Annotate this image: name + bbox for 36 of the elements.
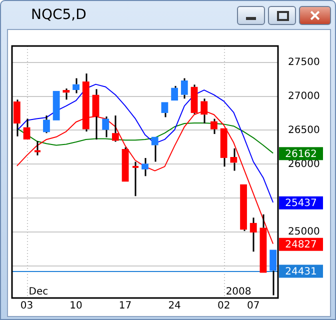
candlestick: [161, 102, 168, 118]
candlestick: [240, 184, 247, 232]
y-tick-label: 26500: [288, 124, 320, 136]
ref-line-label: 2008: [226, 286, 252, 298]
chart-title: NQC5,D: [31, 7, 86, 23]
candlestick: [151, 136, 158, 162]
data-label: 25437: [285, 198, 317, 210]
x-tick-label: 24: [168, 300, 181, 312]
x-tick-label: 03: [20, 300, 34, 312]
candlestick: [171, 85, 178, 101]
y-tick-label: 27500: [288, 56, 320, 68]
candlestick: [43, 114, 50, 134]
data-label: 26162: [285, 148, 317, 160]
candlestick: [230, 148, 238, 172]
candlestick: [132, 160, 140, 197]
candlestick: [112, 114, 119, 142]
candlestick: [72, 78, 80, 94]
x-tick-label: 10: [70, 300, 82, 312]
ref-line-label: Dec: [28, 286, 48, 298]
candlestick: [250, 216, 257, 252]
candlestick: [142, 157, 148, 177]
candlestick: [180, 78, 188, 100]
candlestick: [220, 128, 228, 168]
candlestick: [62, 88, 70, 100]
candlestick: [210, 118, 218, 135]
y-tick-label: 26000: [288, 158, 320, 170]
candlestick: [102, 116, 110, 138]
x-tick-label: 07: [247, 300, 260, 312]
x-tick-label: 02: [217, 300, 230, 312]
data-label: 24827: [285, 239, 317, 250]
y-tick-label: 25000: [288, 226, 320, 238]
y-tick-label: 27000: [288, 90, 320, 102]
candlestick: [122, 146, 129, 182]
candlestick: [23, 118, 30, 140]
x-tick-label: 17: [118, 300, 132, 312]
ref-line-label: 24431: [285, 266, 317, 278]
